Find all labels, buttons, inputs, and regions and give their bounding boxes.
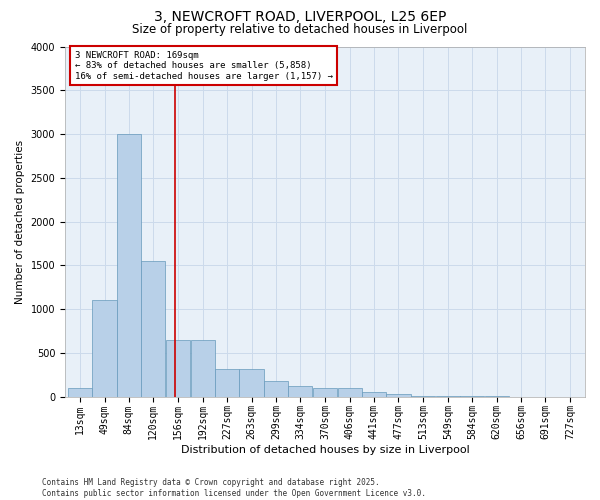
Text: 3 NEWCROFT ROAD: 169sqm
← 83% of detached houses are smaller (5,858)
16% of semi: 3 NEWCROFT ROAD: 169sqm ← 83% of detache… — [75, 51, 333, 80]
Text: Contains HM Land Registry data © Crown copyright and database right 2025.
Contai: Contains HM Land Registry data © Crown c… — [42, 478, 426, 498]
Y-axis label: Number of detached properties: Number of detached properties — [15, 140, 25, 304]
Bar — [288, 386, 313, 396]
Bar — [239, 368, 263, 396]
Bar — [191, 340, 215, 396]
Bar — [116, 134, 141, 396]
Bar — [264, 381, 289, 396]
Bar — [313, 388, 337, 396]
Bar — [362, 392, 386, 396]
Bar — [386, 394, 410, 396]
Bar — [166, 340, 190, 396]
Bar — [92, 300, 116, 396]
Text: Size of property relative to detached houses in Liverpool: Size of property relative to detached ho… — [133, 22, 467, 36]
X-axis label: Distribution of detached houses by size in Liverpool: Distribution of detached houses by size … — [181, 445, 469, 455]
Bar — [338, 388, 362, 396]
Bar — [215, 368, 239, 396]
Bar — [68, 388, 92, 396]
Bar — [141, 261, 166, 396]
Text: 3, NEWCROFT ROAD, LIVERPOOL, L25 6EP: 3, NEWCROFT ROAD, LIVERPOOL, L25 6EP — [154, 10, 446, 24]
